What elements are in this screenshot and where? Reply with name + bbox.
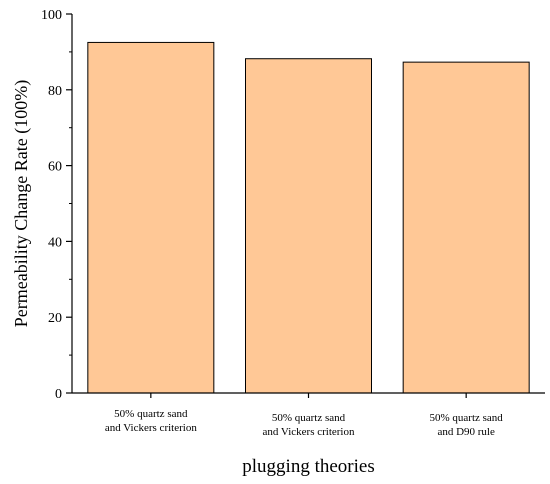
y-tick-label: 20 (48, 311, 62, 326)
bar (245, 58, 372, 394)
x-ticks-group: 50% quartz sand and Vickers criterion 50% … (105, 393, 503, 438)
y-tick-label: 60 (48, 160, 62, 175)
bar (402, 61, 530, 394)
bars-group (87, 41, 530, 394)
y-tick-label: 40 (48, 235, 62, 250)
x-category-label: 50% quartz sand and Vickers criterion (263, 412, 355, 438)
x-axis-title: plugging theories (242, 456, 374, 477)
x-category-label: 50% quartz sand and Vickers criterion (105, 408, 197, 434)
y-tick-label: 100 (41, 8, 62, 23)
bar (87, 41, 215, 394)
x-category-label: 50% quartz sand and D90 rule (430, 412, 504, 438)
y-axis-title: Permeability Change Rate (100%) (11, 80, 32, 327)
y-tick-label: 0 (55, 387, 62, 402)
y-ticks-group: 0 20 40 60 80 100 (41, 8, 72, 402)
y-tick-label: 80 (48, 84, 62, 99)
